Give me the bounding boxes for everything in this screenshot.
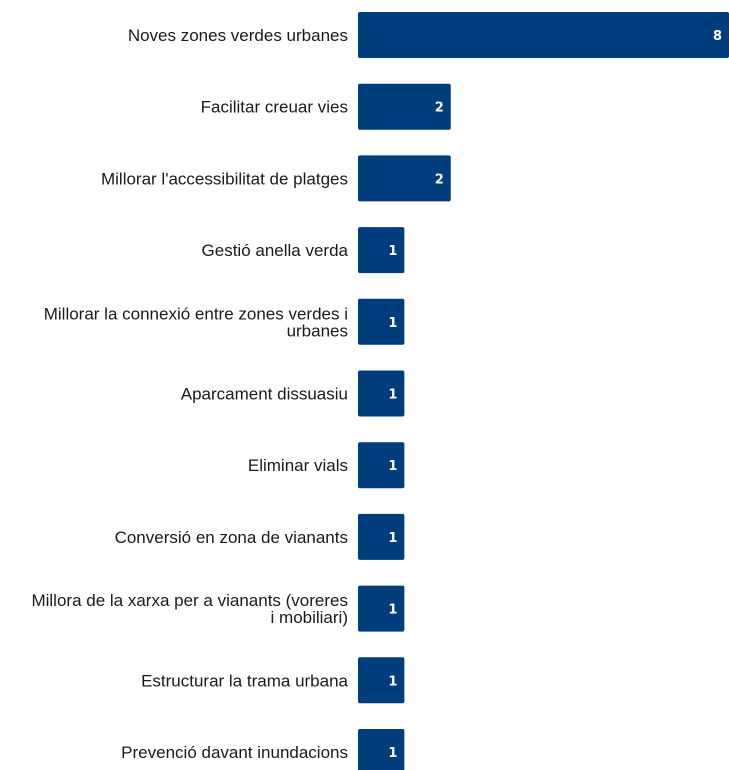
bar xyxy=(358,298,405,345)
data-label: 1 xyxy=(388,316,397,331)
data-label: 8 xyxy=(713,29,722,44)
bar xyxy=(358,729,405,770)
category-label: Facilitar creuar vies xyxy=(201,98,348,117)
bar-group: 1 Eliminar vials xyxy=(248,442,405,489)
bar xyxy=(358,442,405,489)
category-label: Millorar la connexió entre zones verdes … xyxy=(44,304,348,323)
category-label: Noves zones verdes urbanes xyxy=(128,26,348,45)
data-label: 2 xyxy=(435,172,444,187)
data-label: 1 xyxy=(388,603,397,618)
bar xyxy=(358,657,405,704)
category-label: Conversió en zona de vianants xyxy=(115,528,348,547)
data-label: 1 xyxy=(388,388,397,403)
category-label: i mobiliari) xyxy=(271,608,348,627)
data-label: 1 xyxy=(388,244,397,259)
bar xyxy=(358,12,729,58)
category-label: Prevenció davant inundacions xyxy=(121,743,348,762)
bar-group: 1 Aparcament dissuasiu xyxy=(181,370,405,417)
category-label: Millora de la xarxa per a vianants (vore… xyxy=(31,591,348,610)
bar xyxy=(358,227,405,274)
category-label: Gestió anella verda xyxy=(202,241,349,260)
data-label: 1 xyxy=(388,674,397,689)
bar-group: 1 Conversió en zona de vianants xyxy=(115,513,405,560)
bar-group: 1 Millora de la xarxa per a vianants (vor… xyxy=(31,585,405,632)
category-label: Estructurar la trama urbana xyxy=(141,671,348,690)
category-label: Eliminar vials xyxy=(248,456,348,475)
bar xyxy=(358,585,405,632)
bar-group: 1 Prevenció davant inundacions xyxy=(121,729,405,770)
bar xyxy=(358,83,451,130)
bar-group: 1 Estructurar la trama urbana xyxy=(141,657,405,704)
data-label: 1 xyxy=(388,531,397,546)
bar-group: 8 Noves zones verdes urbanes xyxy=(128,12,729,58)
data-label: 1 xyxy=(388,459,397,474)
bar-group: 1 Gestió anella verda xyxy=(202,227,405,274)
category-label: Millorar l'accessibilitat de platges xyxy=(101,169,348,188)
category-label: urbanes xyxy=(287,321,348,340)
bar xyxy=(358,155,451,202)
data-label: 2 xyxy=(435,101,444,116)
bar-group: 1 Millorar la connexió entre zones verdes… xyxy=(44,298,405,345)
bar-group: 2 Facilitar creuar vies xyxy=(201,83,451,130)
bar-group: 2 Millorar l'accessibilitat de platges xyxy=(101,155,451,202)
bar xyxy=(358,513,405,560)
category-label: Aparcament dissuasiu xyxy=(181,385,348,404)
bar xyxy=(358,370,405,417)
data-label: 1 xyxy=(388,746,397,761)
